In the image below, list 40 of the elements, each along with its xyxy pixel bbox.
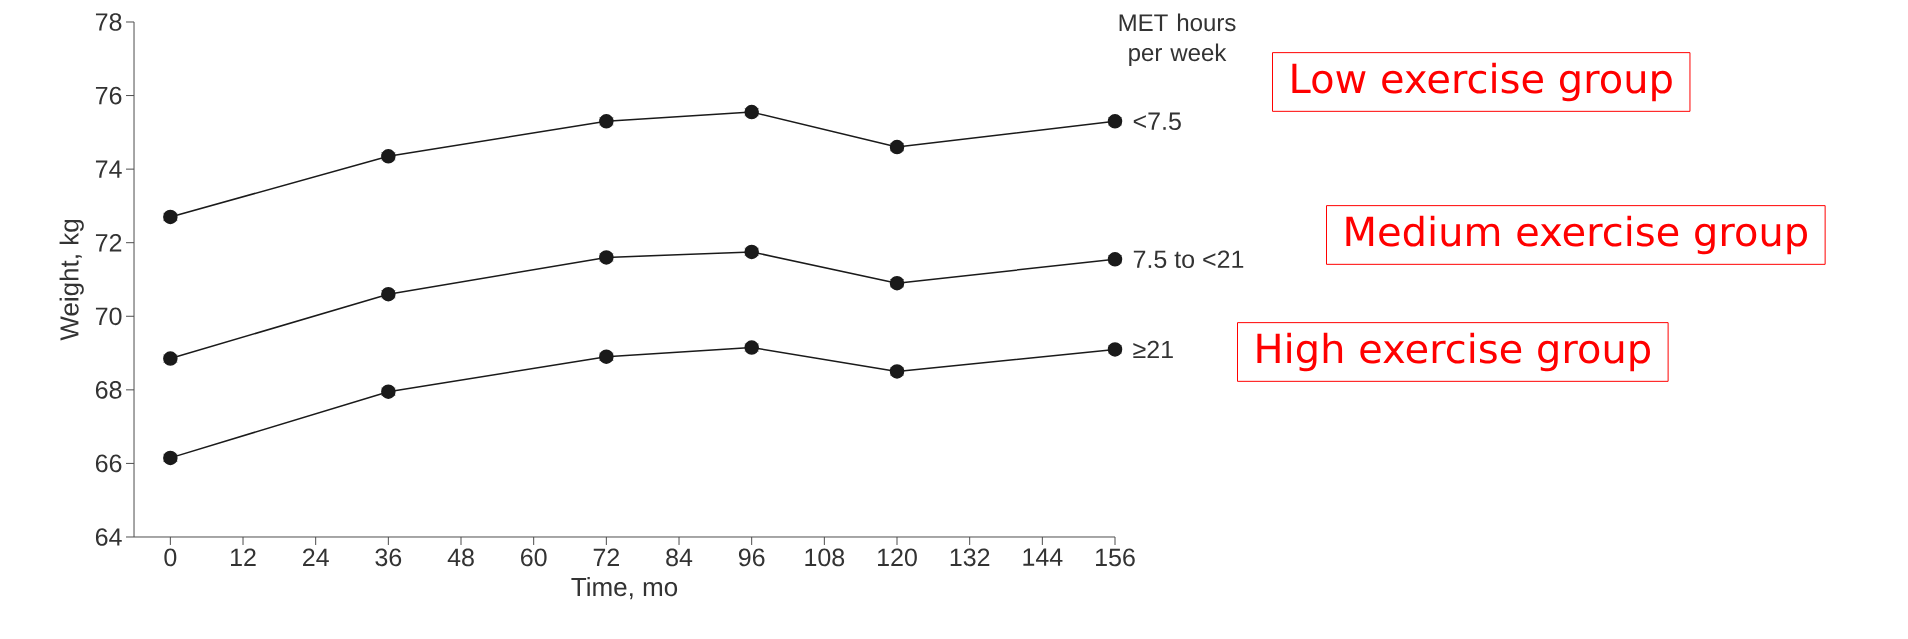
- point: [599, 349, 614, 364]
- x-tick-label: 84: [666, 548, 693, 567]
- point: [744, 244, 759, 260]
- point: [381, 384, 396, 399]
- point: [381, 286, 396, 302]
- x-tick-label: 144: [1023, 548, 1063, 566]
- y-tick-label: 70: [95, 307, 122, 326]
- x-tick-label: 132: [950, 548, 990, 567]
- text: Medium exercise group: [1346, 215, 1807, 255]
- x-axis-title: Time, mo: [571, 577, 678, 600]
- point: [889, 275, 905, 291]
- x-tick-label: 0: [164, 548, 177, 567]
- x-tick-label: 60: [521, 548, 547, 567]
- point: [744, 104, 759, 120]
- x-tick-label: 156: [1096, 548, 1135, 567]
- series-label: ≥21: [1133, 340, 1173, 359]
- y-tick-label: 66: [95, 454, 122, 473]
- series-label: <7.5: [1133, 112, 1181, 131]
- point: [163, 351, 178, 366]
- series-label: 7.5 to <21: [1133, 250, 1244, 269]
- x-tick-label: 48: [447, 548, 474, 567]
- x-tick-label: 12: [231, 548, 256, 566]
- y-tick-label: 72: [95, 233, 122, 252]
- x-tick-label: 72: [593, 548, 619, 566]
- y-tick-label: 68: [95, 381, 122, 399]
- y-tick-label: 78: [95, 13, 122, 31]
- x-tick-label: 96: [738, 548, 765, 567]
- legend-title: MET hours per week: [1119, 13, 1236, 66]
- y-axis-title: Weight, kg: [59, 220, 84, 341]
- text: High exercise group: [1257, 332, 1650, 372]
- y-tick-label: 76: [95, 86, 122, 105]
- x-tick-label: 120: [878, 548, 917, 567]
- text: Low exercise group: [1292, 62, 1672, 102]
- y-tick-label: 74: [95, 160, 122, 178]
- x-tick-label: 24: [303, 548, 329, 566]
- point: [163, 450, 178, 466]
- point: [381, 149, 396, 164]
- x-tick-label: 108: [805, 548, 845, 567]
- x-tick-label: 36: [375, 548, 402, 567]
- y-tick-label: 64: [95, 528, 122, 546]
